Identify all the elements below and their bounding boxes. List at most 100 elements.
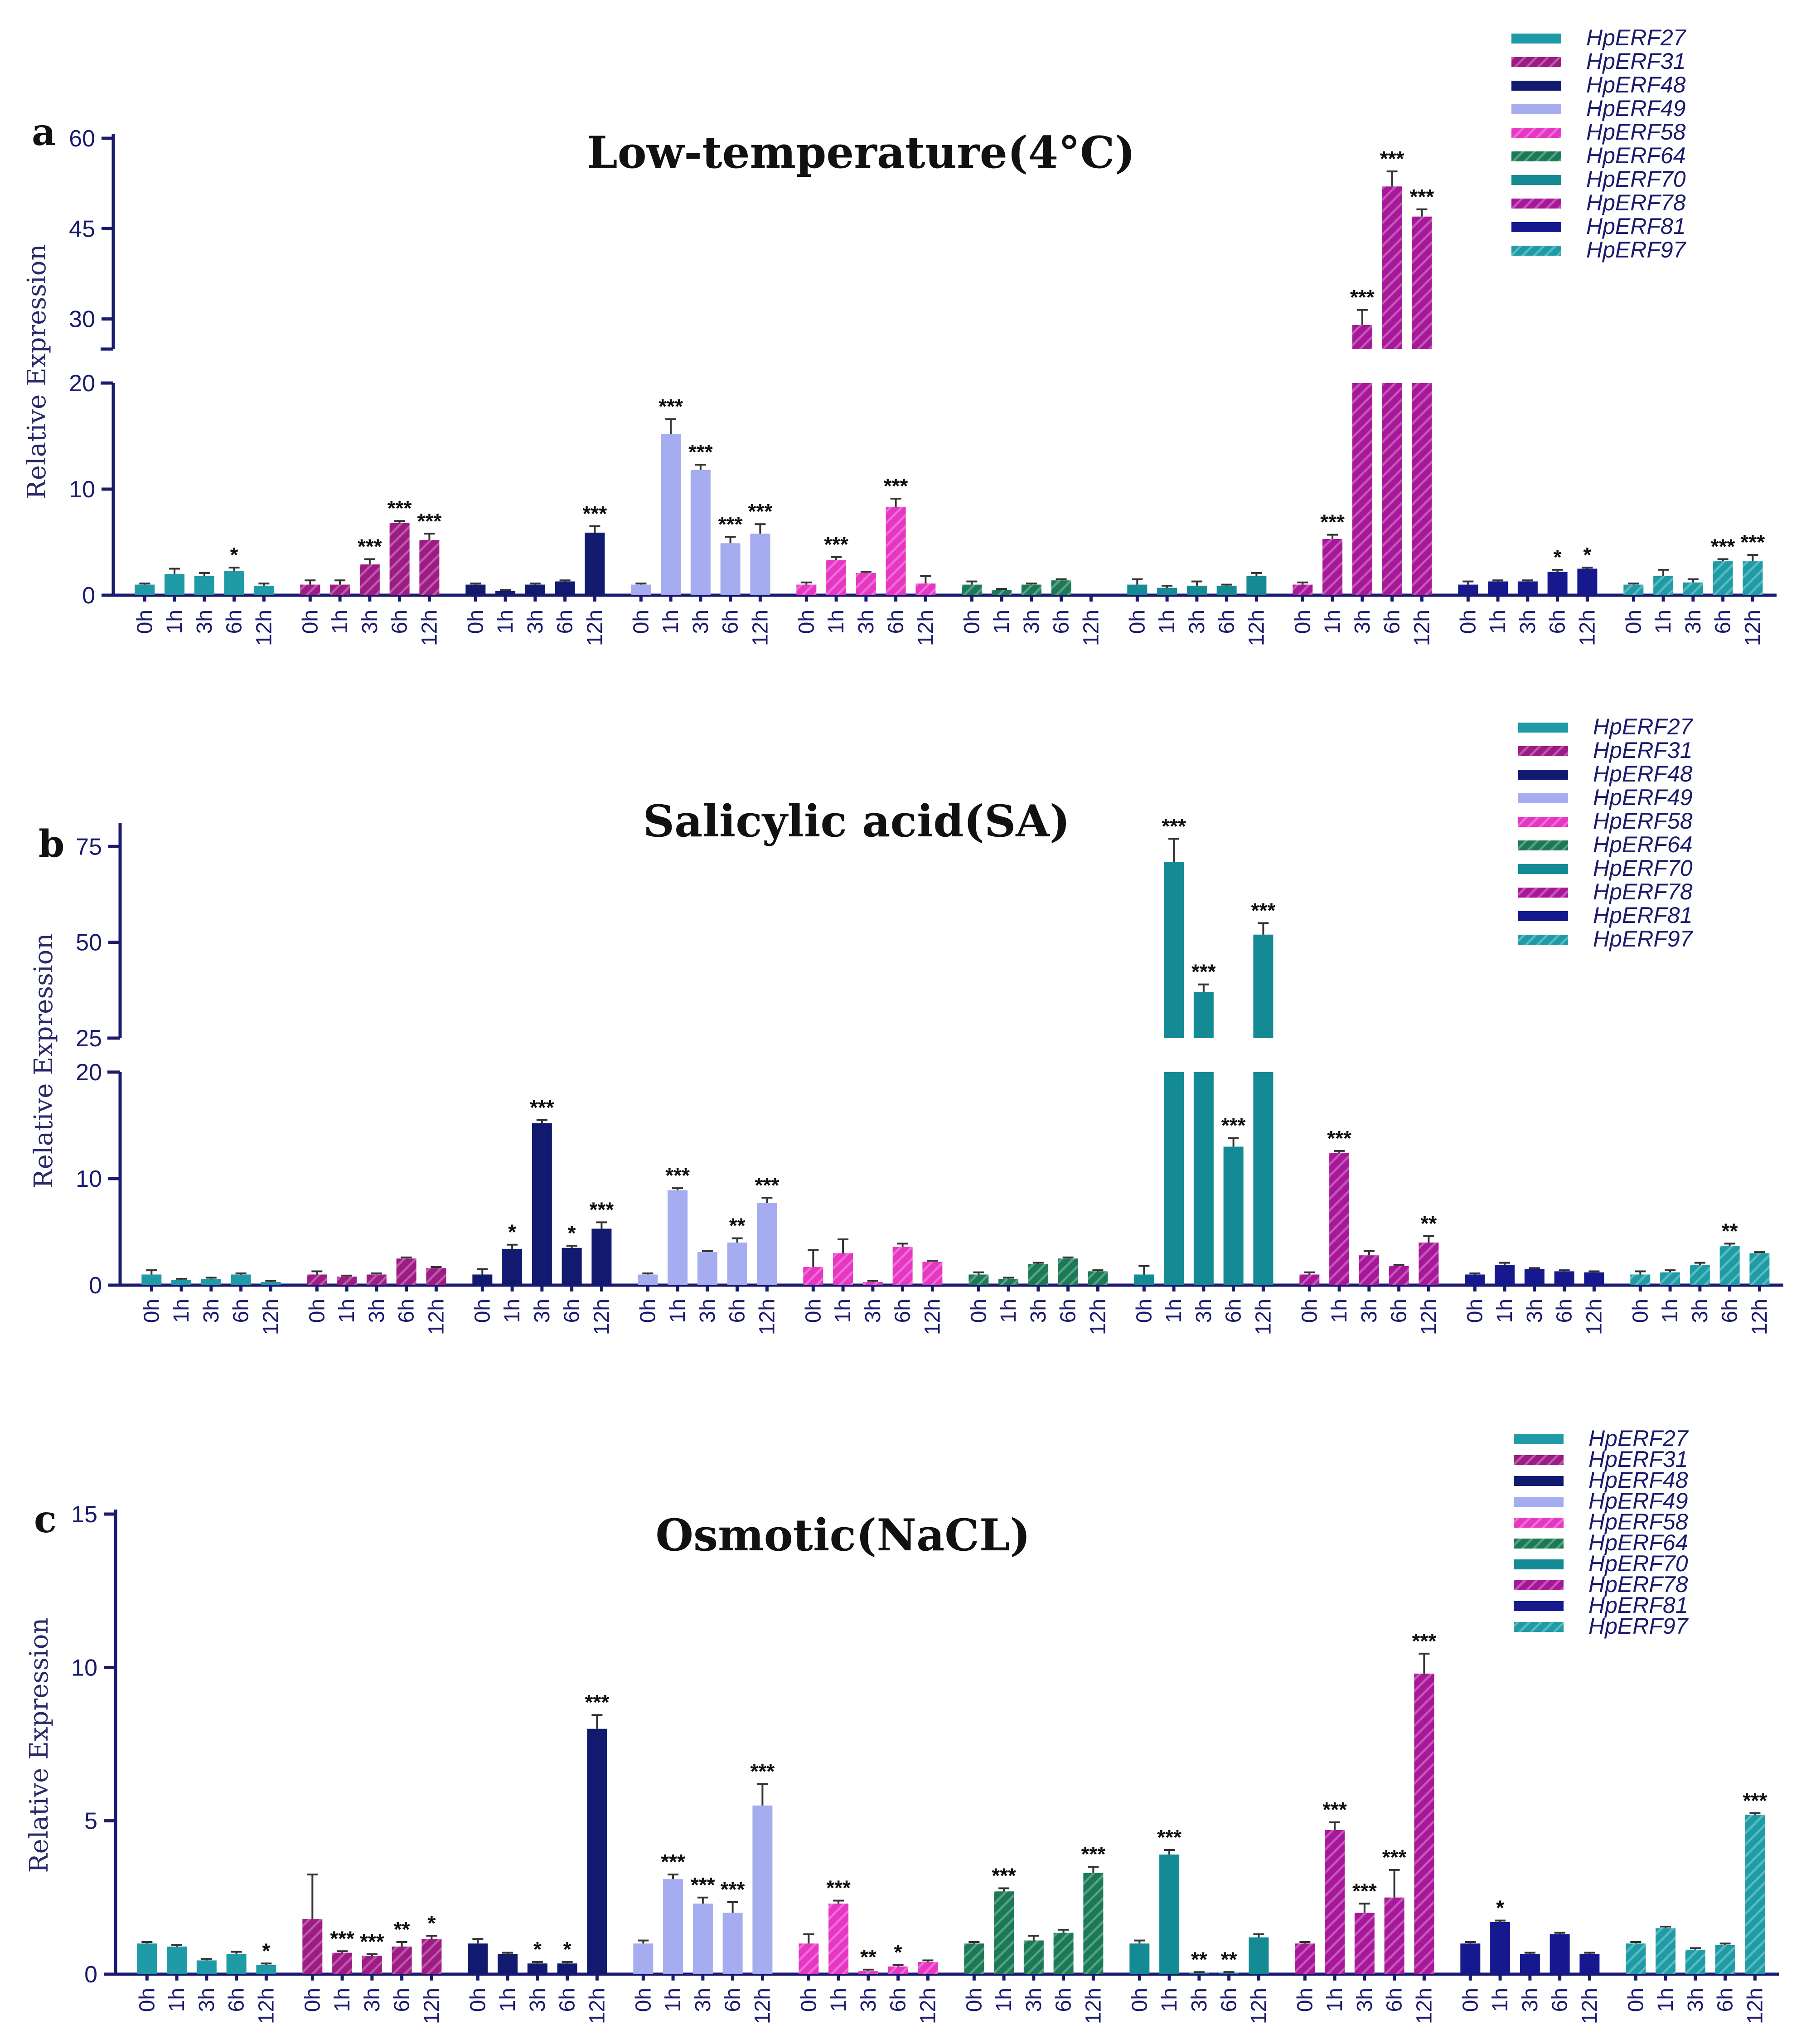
panel-a-x-tick-label: 12h [1575,610,1599,646]
panel-c-bar-hperf78-1h-significance: *** [1322,1798,1347,1821]
panel-c-legend-swatch-hperf58 [1514,1518,1564,1528]
panel-c-bar-hperf70-1h-significance: *** [1157,1826,1182,1849]
panel-b-bar-hperf27-3h [201,1278,221,1285]
panel-a-legend-swatch-hperf49 [1511,104,1561,114]
panel-c-x-tick-label: 1h [496,1988,520,2012]
panel-b-x-tick-label: 3h [861,1299,885,1323]
panel-a-group-hperf48: 0h 1h 3h 6h 12h *** [464,502,607,646]
panel-b-bar-hperf31-6h [396,1258,416,1285]
panel-b-legend-label-hperf70: HpERF70 [1593,855,1693,881]
panel-a-bar-hperf49-6h [720,543,741,595]
panel-c-group-hperf97: 0h 1h 3h 6h 12h *** [1624,1789,1767,2024]
panel-a-legend-swatch-hperf48 [1511,81,1561,91]
panel-a-bar-hperf27-0h [135,584,155,595]
panel-a-bar-hperf97-1h [1653,576,1674,595]
panel-a-bar-hperf81-12h [1577,568,1598,595]
panel-c-legend-swatch-hperf64 [1514,1539,1564,1549]
panel-b-x-tick-label: 12h [1086,1299,1110,1335]
panel-c-x-tick-label: 1h [992,1988,1016,2012]
panel-c-x-tick-label: 6h [1217,1988,1241,2012]
panel-c-legend-label-hperf64: HpERF64 [1588,1530,1688,1555]
panel-a-x-tick-label: 3h [1516,610,1540,634]
panel-b-bar-hperf70-12h-significance: *** [1251,898,1276,922]
panel-b-x-tick-label: 1h [1658,1299,1682,1323]
panel-a-bar-hperf97-12h [1743,561,1763,595]
panel-a-bar-hperf58-12h [915,583,936,595]
panel-a-x-tick-label: 6h [719,610,743,634]
panel-c-bar-hperf78-12h [1414,1673,1434,1974]
panel-a-y-axis-label: Relative Expression [22,244,52,500]
panel-a-bar-hperf48-1h [495,591,516,595]
panel-b-legend-label-hperf58: HpERF58 [1593,808,1693,834]
panel-a-bar-hperf78-3h-upper [1352,325,1372,349]
panel-a-x-tick-label: 3h [1351,610,1375,634]
panel-b-x-tick-label: 1h [169,1299,194,1323]
panel-b-x-tick-label: 0h [305,1299,329,1323]
panel-a-y-tick-label: 45 [69,216,95,242]
panel-a-bar-hperf70-6h [1216,585,1237,595]
panel-b-bar-hperf49-6h [727,1243,747,1285]
panel-c-bar-hperf31-1h [332,1952,353,1974]
panel-b-legend-label-hperf97: HpERF97 [1593,926,1694,952]
panel-b-bar-hperf58-0h [803,1267,823,1285]
panel-b-bar-hperf31-0h [307,1274,327,1285]
panel-c-x-tick-label: 1h [1654,1988,1678,2012]
panel-c-x-tick-label: 1h [165,1988,189,2012]
panel-a-x-tick-label: 0h [960,610,984,634]
panel-b-group-hperf48: 0h 1h * 3h *** 6h * 12h *** [470,1096,614,1335]
panel-a-bar-hperf70-12h [1246,576,1267,595]
panel-b-bar-hperf27-12h [261,1282,281,1285]
panel-c-y-axis-label: Relative Expression [24,1618,54,1873]
panel-a-group-hperf27: 0h 1h 3h 6h * 12h [133,543,276,646]
panel-b-legend-swatch-hperf58 [1518,817,1568,827]
panel-a-bar-hperf81-6h-significance: * [1554,545,1562,569]
panel-c-x-tick-label: 6h [1383,1988,1407,2012]
panel-c-legend-swatch-hperf49 [1514,1497,1564,1507]
panel-a-bar-hperf31-6h-significance: *** [387,496,412,520]
panel-a-x-tick-label: 12h [1244,610,1269,646]
panel-a-x-tick-label: 6h [223,610,247,634]
panel-a-bar-hperf81-0h [1458,584,1478,595]
panel-c-x-tick-label: 3h [195,1988,219,2012]
panel-a-legend-label-hperf48: HpERF48 [1586,72,1686,97]
panel-a-y-tick-label: 0 [82,583,95,609]
panel-b-x-tick-label: 1h [997,1299,1021,1323]
panel-b-x-tick-label: 0h [140,1299,164,1323]
panel-a-legend-label-hperf81: HpERF81 [1586,214,1686,239]
panel-c-group-hperf58: 0h 1h *** 3h ** 6h * 12h [797,1876,940,2024]
panel-c-bar-hperf70-6h [1219,1972,1239,1974]
panel-b-x-tick-label: 12h [755,1299,779,1335]
panel-b-x-tick-label: 3h [1523,1299,1547,1323]
panel-b-legend-swatch-hperf70 [1518,864,1568,874]
panel-c-x-tick-label: 1h [330,1988,354,2012]
panel-a-legend-label-hperf97: HpERF97 [1586,237,1687,262]
panel-b-bar-hperf70-3h-upper [1193,992,1214,1038]
panel-c-legend-swatch-hperf70 [1514,1559,1564,1569]
panel-b-y-tick-label: 25 [76,1025,102,1052]
panel-a-bar-hperf64-3h [1021,584,1041,595]
panel-c-bar-hperf49-3h-significance: *** [691,1873,715,1897]
panel-c-bar-hperf81-12h [1579,1954,1600,1974]
panel-c-y-tick-label: 0 [84,1961,97,1988]
panel-b-legend-label-hperf31: HpERF31 [1593,738,1693,763]
panel-c-x-tick-label: 0h [962,1988,986,2012]
panel-a-x-tick-label: 0h [629,610,653,634]
panel-a-bar-hperf78-1h-significance: *** [1320,510,1345,534]
panel-b-bar-hperf58-1h [833,1253,853,1285]
panel-a-legend-swatch-hperf78 [1511,199,1561,209]
panel-a-bar-hperf27-6h-significance: * [230,543,238,567]
panel-c-bar-hperf31-1h-significance: *** [330,1927,354,1950]
panel-a-bar-hperf81-1h [1488,581,1508,595]
panel-b-bar-hperf48-6h-significance: * [568,1221,576,1245]
panel-b-x-tick-label: 3h [530,1299,554,1323]
panel-c-bar-hperf78-12h-significance: *** [1412,1629,1437,1653]
panel-c-x-tick-label: 6h [886,1988,910,2012]
panel-c-x-tick-label: 6h [1714,1988,1738,2012]
panel-b-bar-hperf49-3h [697,1252,717,1285]
panel-c-legend-label-hperf78: HpERF78 [1588,1572,1688,1597]
panel-b-y-tick-label: 50 [76,930,102,956]
panel-a-group-hperf58: 0h 1h *** 3h 6h *** 12h [794,474,938,646]
panel-a-group-hperf70: 0h 1h 3h 6h 12h [1125,572,1269,646]
panel-c-group-hperf48: 0h 1h 3h * 6h * 12h *** [466,1690,609,2024]
panel-a-bar-hperf78-6h-lower [1382,383,1402,595]
